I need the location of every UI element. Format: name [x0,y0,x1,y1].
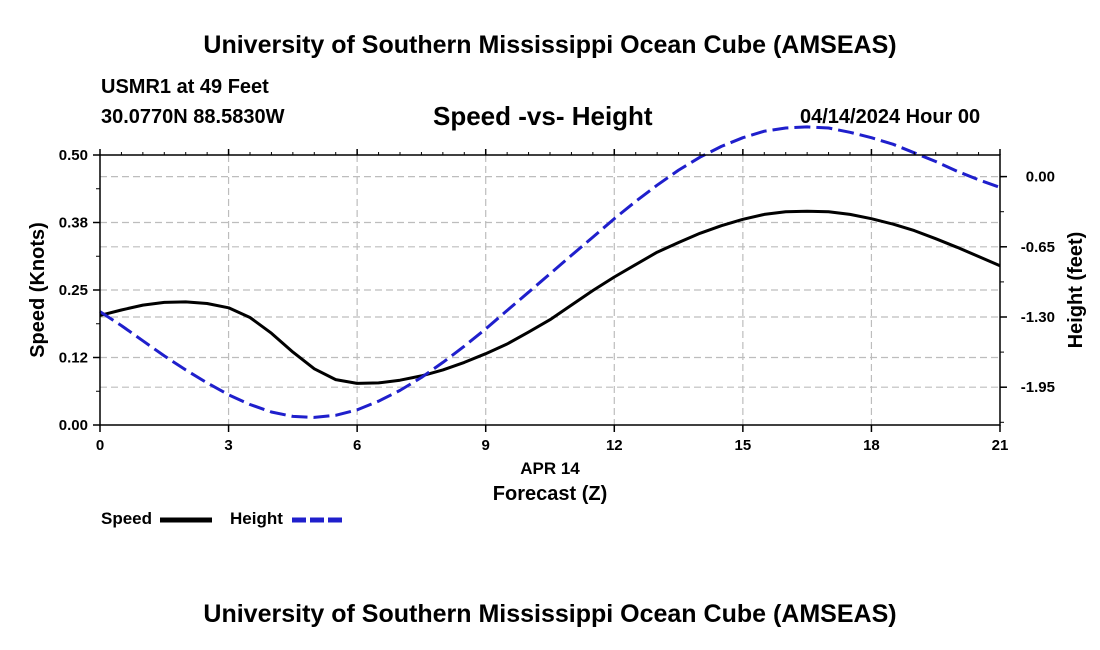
chart-subtitle: Speed -vs- Height [433,101,653,131]
y2-tick-label: -0.65 [1021,239,1055,256]
x-tick-label: 0 [96,437,104,454]
y-tick-label: 0.50 [59,147,88,164]
x-tick-label: 3 [224,437,232,454]
series-layer [99,125,1001,419]
footer-title: University of Southern Mississippi Ocean… [203,600,897,628]
x-tick-label: 15 [735,437,752,454]
y2-tick-label: 0.00 [1026,169,1055,186]
y2-tick-label: -1.30 [1021,309,1055,326]
forecast-datetime: 04/14/2024 Hour 00 [800,106,981,128]
y-tick-label: 0.12 [59,350,88,367]
grid [100,155,1000,425]
x-axis-label: Forecast (Z) [493,483,607,505]
ticks: 0 3 6 9 12 15 18 21 0.00 0.12 0.25 0.38 0.50 -1.95 -1.… [59,147,1055,454]
y-tick-label: 0.38 [59,215,88,232]
x-tick-label: 9 [482,437,490,454]
series-line-height [99,125,1001,419]
y-axis-label: Speed (Knots) [27,222,49,358]
x-tick-label: 12 [606,437,623,454]
x-tick-label: 6 [353,437,361,454]
y2-tick-label: -1.95 [1021,379,1055,396]
page-title: University of Southern Mississippi Ocean… [203,31,897,59]
x-date-label: APR 14 [520,459,580,478]
series-line-speed [99,209,1001,385]
y-tick-label: 0.25 [59,282,88,299]
x-tick-label: 21 [992,437,1009,454]
x-tick-label: 18 [863,437,880,454]
station-label: USMR1 at 49 Feet [101,76,269,98]
station-coordinates: 30.0770N 88.5830W [101,106,285,128]
y2-axis-label: Height (feet) [1065,232,1087,349]
y-tick-label: 0.00 [59,417,88,434]
legend-speed-label: Speed [101,509,153,528]
legend-height-label: Height [230,509,283,528]
